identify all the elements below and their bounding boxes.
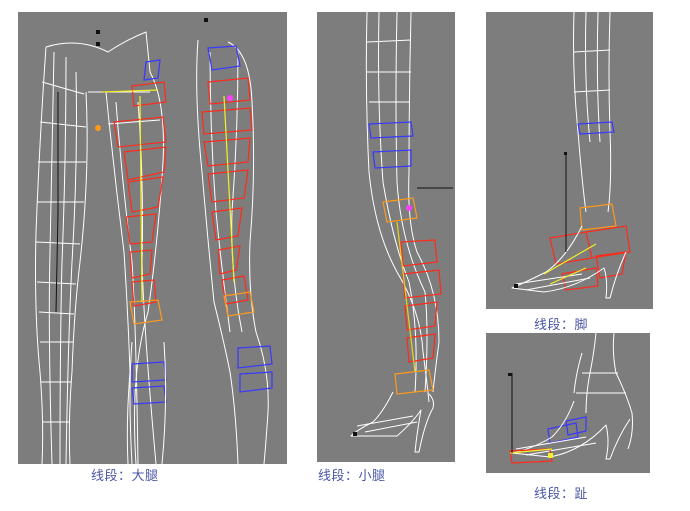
viewport-toe[interactable] bbox=[486, 333, 650, 473]
toe-wireframe bbox=[508, 333, 633, 464]
front-leg-right bbox=[45, 30, 167, 464]
front-leg-left bbox=[35, 46, 88, 464]
shin-leg bbox=[350, 12, 453, 453]
caption-toe: 线段：趾 bbox=[534, 487, 589, 502]
caption-foot: 线段：脚 bbox=[534, 318, 589, 333]
shin-wireframe bbox=[350, 12, 453, 453]
foot-model bbox=[511, 12, 631, 299]
viewport-foot[interactable] bbox=[486, 12, 653, 309]
caption-shin: 线段：小腿 bbox=[318, 469, 386, 484]
toe-model bbox=[508, 333, 633, 464]
foot-wireframe bbox=[511, 12, 631, 299]
viewport-thigh[interactable] bbox=[18, 12, 287, 464]
viewport-shin[interactable] bbox=[317, 12, 455, 462]
thigh-wireframe bbox=[35, 18, 273, 464]
caption-thigh: 线段：大腿 bbox=[91, 469, 159, 484]
side-leg bbox=[196, 18, 273, 464]
